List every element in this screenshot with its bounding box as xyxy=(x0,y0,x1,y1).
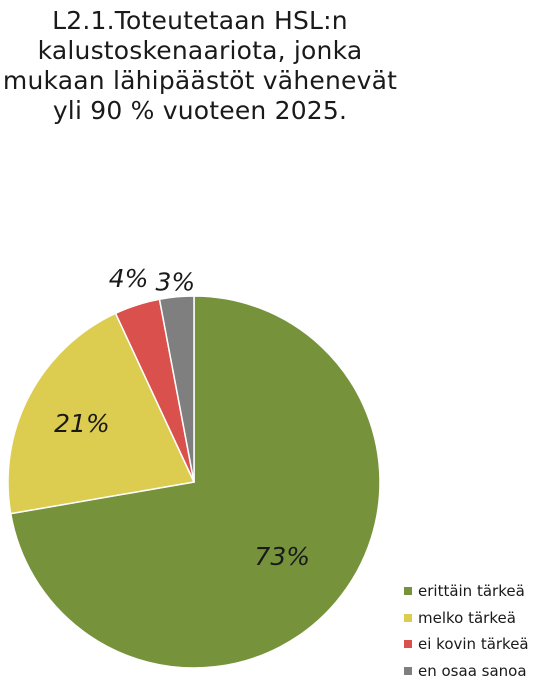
data-label-2: 21% xyxy=(54,409,110,438)
legend-label: ei kovin tärkeä xyxy=(418,635,529,654)
legend-label: melko tärkeä xyxy=(418,608,516,627)
legend-label: erittäin tärkeä xyxy=(418,582,525,601)
data-label-4: 3% xyxy=(155,267,195,296)
legend-item: melko tärkeä xyxy=(404,605,529,632)
legend-swatch xyxy=(404,613,412,622)
pie-slice-1 xyxy=(9,295,381,669)
legend-swatch xyxy=(404,640,412,649)
legend-item: erittäin tärkeä xyxy=(404,578,529,605)
legend-label: en osaa sanoa xyxy=(418,661,527,680)
pie-slice-4 xyxy=(158,295,195,483)
data-label-3: 4% xyxy=(109,264,149,293)
legend-swatch xyxy=(404,587,412,596)
legend-item: ei kovin tärkeä xyxy=(404,631,529,658)
pie-data-labels: 73% 21% 4% 3% xyxy=(54,264,310,571)
pie-slices xyxy=(7,295,381,669)
legend-item: en osaa sanoa xyxy=(404,658,529,685)
legend-swatch xyxy=(404,666,412,675)
chart-title: L2.1.Toteutetaan HSL:n kalustoskenaariot… xyxy=(2,6,398,125)
pie-slice-2 xyxy=(7,312,196,515)
legend: erittäin tärkeä melko tärkeä ei kovin tärk… xyxy=(404,578,529,684)
data-label-1: 73% xyxy=(254,542,310,571)
